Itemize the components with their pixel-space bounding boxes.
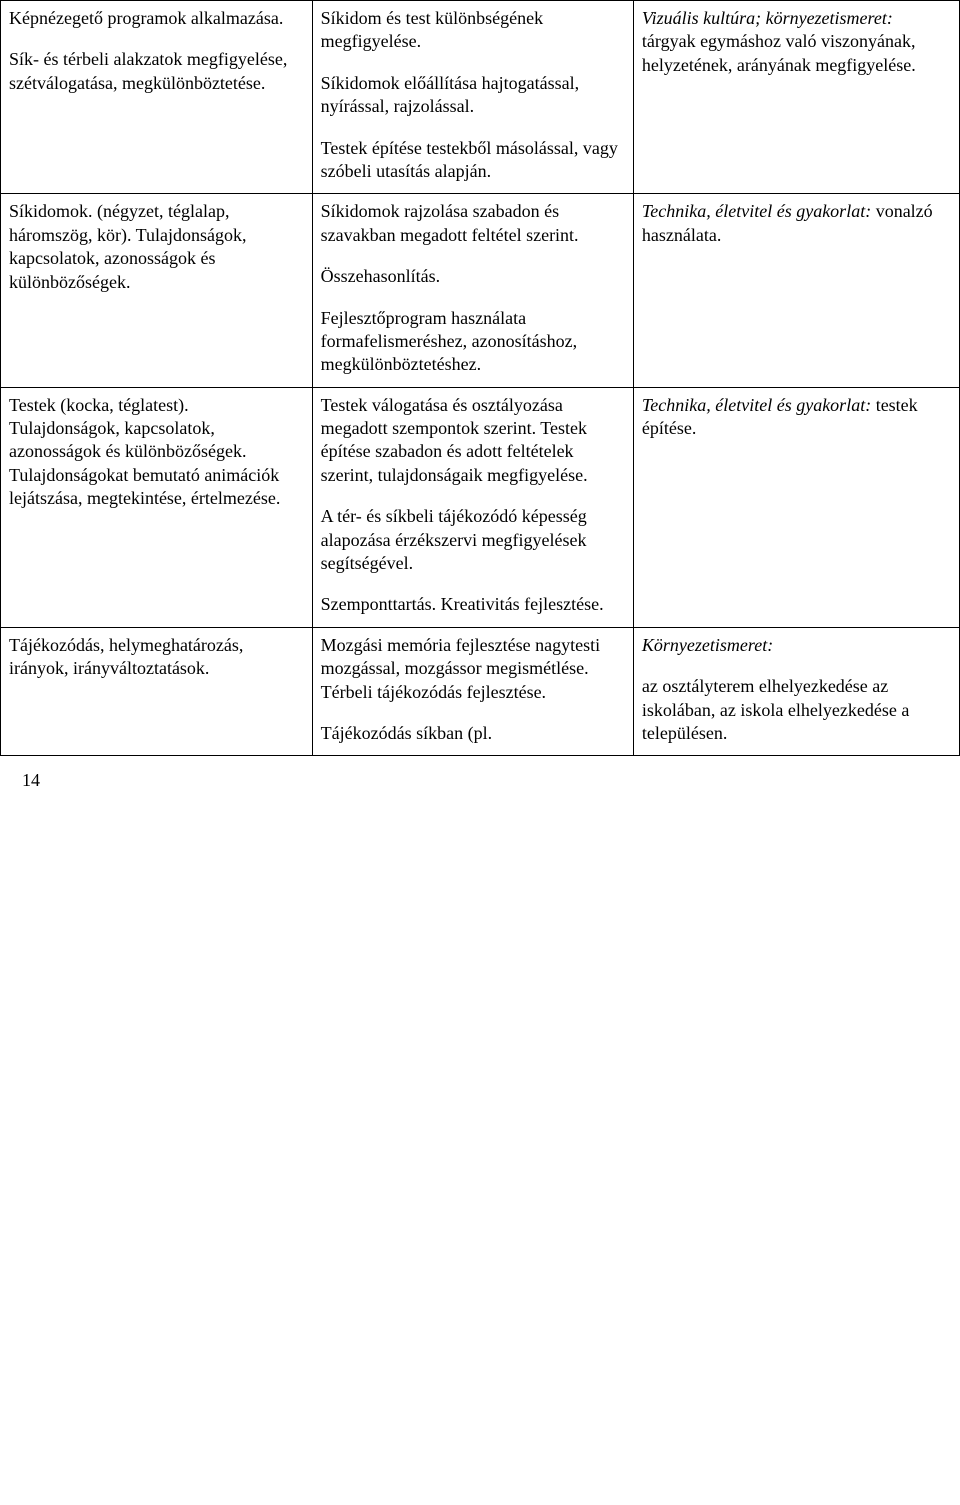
italic-run: Technika, életvitel és gyakorlat:: [642, 201, 876, 221]
cell-text: Tájékozódás síkban (pl.: [321, 722, 625, 745]
cell-text: Síkidomok előállítása hajtogatással, nyí…: [321, 72, 625, 119]
cell-r1-c2: Síkidomok rajzolása szabadon és szavakba…: [312, 194, 633, 387]
cell-text: Fejlesztőprogram használata formafelisme…: [321, 307, 625, 377]
curriculum-table: Képnézegető programok alkalmazása. Sík- …: [0, 0, 960, 756]
cell-text: Tájékozódás, helymeghatározás, irányok, …: [9, 634, 304, 681]
cell-text: Síkidomok. (négyzet, téglalap, háromszög…: [9, 200, 304, 294]
cell-text: A tér- és síkbeli tájékozódó képesség al…: [321, 505, 625, 575]
cell-r2-c2: Testek válogatása és osztályozása megado…: [312, 387, 633, 627]
cell-text: Sík- és térbeli alakzatok megfigyelése, …: [9, 48, 304, 95]
cell-r3-c3: Környezetismeret: az osztályterem elhely…: [633, 627, 959, 756]
cell-text: Vizuális kultúra; környezetismeret: tárg…: [642, 7, 951, 77]
cell-r0-c2: Síkidom és test különbségének megfigyelé…: [312, 1, 633, 194]
italic-run: Technika, életvitel és gyakorlat:: [642, 395, 876, 415]
cell-r1-c1: Síkidomok. (négyzet, téglalap, háromszög…: [1, 194, 313, 387]
cell-text: Síkidom és test különbségének megfigyelé…: [321, 7, 625, 54]
page-number: 14: [0, 756, 960, 805]
cell-r2-c1: Testek (kocka, téglatest). Tulajdonságok…: [1, 387, 313, 627]
italic-run: Környezetismeret:: [642, 634, 951, 657]
table-row: Testek (kocka, téglatest). Tulajdonságok…: [1, 387, 960, 627]
cell-r3-c1: Tájékozódás, helymeghatározás, irányok, …: [1, 627, 313, 756]
cell-text: Mozgási memória fejlesztése nagytesti mo…: [321, 634, 625, 704]
table-row: Képnézegető programok alkalmazása. Sík- …: [1, 1, 960, 194]
page: Képnézegető programok alkalmazása. Sík- …: [0, 0, 960, 805]
cell-text: Képnézegető programok alkalmazása.: [9, 7, 304, 30]
cell-text: Testek válogatása és osztályozása megado…: [321, 394, 625, 488]
cell-text: Síkidomok rajzolása szabadon és szavakba…: [321, 200, 625, 247]
cell-r0-c1: Képnézegető programok alkalmazása. Sík- …: [1, 1, 313, 194]
cell-r0-c3: Vizuális kultúra; környezetismeret: tárg…: [633, 1, 959, 194]
text-run: tárgyak egymáshoz való viszonyának, hely…: [642, 31, 916, 74]
cell-text: Összehasonlítás.: [321, 265, 625, 288]
cell-text: Testek (kocka, téglatest). Tulajdonságok…: [9, 394, 304, 511]
cell-r3-c2: Mozgási memória fejlesztése nagytesti mo…: [312, 627, 633, 756]
cell-text: Technika, életvitel és gyakorlat: vonalz…: [642, 200, 951, 247]
cell-text: Technika, életvitel és gyakorlat: testek…: [642, 394, 951, 441]
cell-r2-c3: Technika, életvitel és gyakorlat: testek…: [633, 387, 959, 627]
table-row: Síkidomok. (négyzet, téglalap, háromszög…: [1, 194, 960, 387]
cell-text: Testek építése testekből másolással, vag…: [321, 137, 625, 184]
cell-text: Szemponttartás. Kreativitás fejlesztése.: [321, 593, 625, 616]
table-row: Tájékozódás, helymeghatározás, irányok, …: [1, 627, 960, 756]
cell-text: az osztályterem elhelyezkedése az iskolá…: [642, 675, 951, 745]
cell-r1-c3: Technika, életvitel és gyakorlat: vonalz…: [633, 194, 959, 387]
italic-run: Vizuális kultúra; környezetismeret:: [642, 8, 893, 28]
